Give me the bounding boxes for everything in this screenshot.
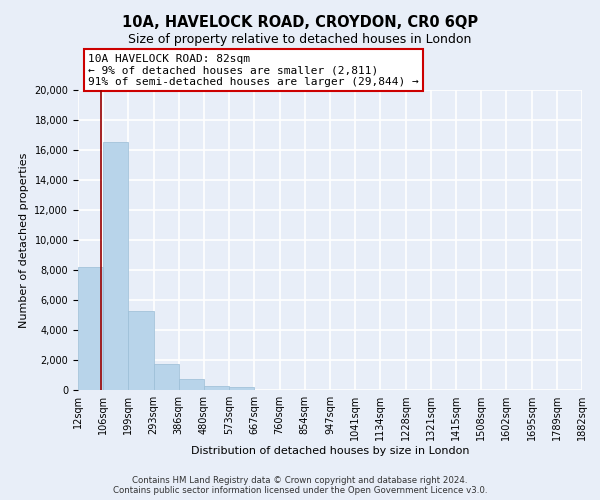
- Bar: [179, 379, 204, 390]
- Text: Contains HM Land Registry data © Crown copyright and database right 2024.
Contai: Contains HM Land Registry data © Crown c…: [113, 476, 487, 495]
- Text: Size of property relative to detached houses in London: Size of property relative to detached ho…: [128, 32, 472, 46]
- Bar: [229, 387, 254, 390]
- Bar: [78, 267, 103, 390]
- X-axis label: Distribution of detached houses by size in London: Distribution of detached houses by size …: [191, 446, 469, 456]
- Bar: [103, 142, 128, 390]
- Y-axis label: Number of detached properties: Number of detached properties: [19, 152, 29, 328]
- Bar: [128, 310, 154, 390]
- Text: 10A HAVELOCK ROAD: 82sqm
← 9% of detached houses are smaller (2,811)
91% of semi: 10A HAVELOCK ROAD: 82sqm ← 9% of detache…: [88, 54, 419, 87]
- Bar: [204, 386, 229, 390]
- Bar: [154, 364, 179, 390]
- Text: 10A, HAVELOCK ROAD, CROYDON, CR0 6QP: 10A, HAVELOCK ROAD, CROYDON, CR0 6QP: [122, 15, 478, 30]
